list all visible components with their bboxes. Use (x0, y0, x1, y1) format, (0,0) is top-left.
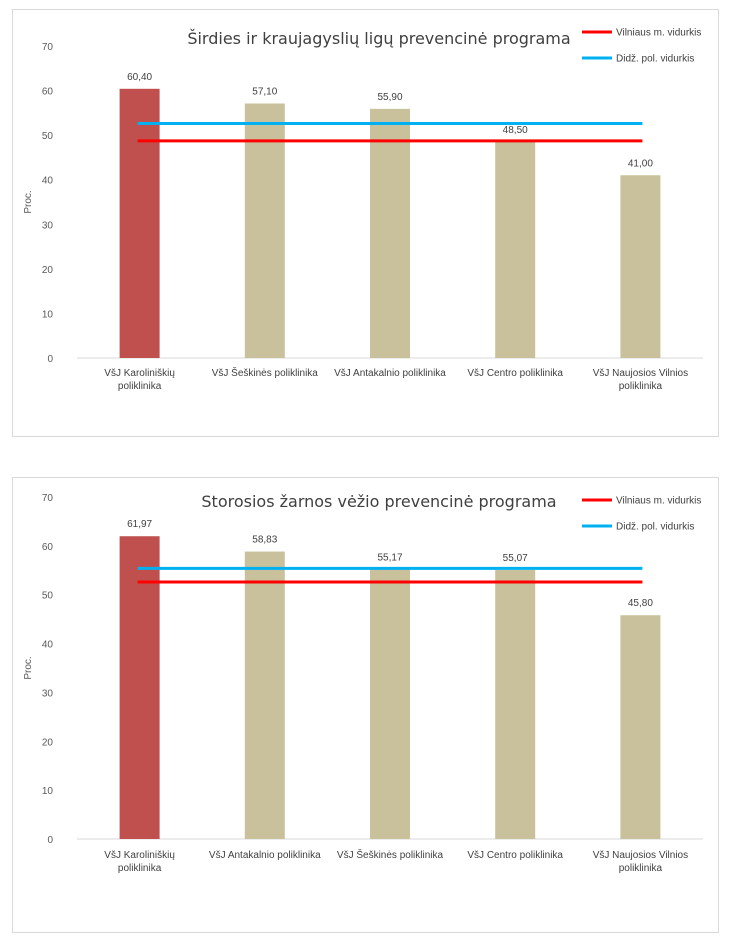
category-label: poliklinika (619, 863, 663, 874)
bar (244, 551, 285, 839)
category-label: VšJ Naujosios Vilnios (593, 850, 688, 861)
y-tick-label: 70 (42, 493, 54, 504)
y-tick-label: 40 (42, 640, 54, 651)
chart-2-svg: Storosios žarnos vėžio prevencinė progra… (23, 492, 703, 874)
category-label: VšJ Šeškinės poliklinika (337, 848, 444, 861)
data-label: 55,90 (377, 92, 402, 103)
legend-label: Vilniaus m. vidurkis (616, 496, 701, 507)
y-axis-label: Proc. (23, 190, 34, 213)
bar (119, 536, 160, 839)
bar (370, 108, 410, 359)
y-tick-label: 30 (42, 220, 54, 231)
category-label: poliklinika (619, 381, 663, 392)
category-label: poliklinika (118, 863, 162, 874)
y-tick-label: 0 (47, 835, 53, 846)
y-tick-label: 20 (42, 265, 54, 276)
data-label: 55,07 (503, 553, 528, 564)
category-label: VšJ Antakalnio poliklinika (334, 368, 446, 379)
category-label: VšJ Centro poliklinika (467, 850, 563, 861)
y-tick-label: 30 (42, 688, 54, 699)
legend-label: Didž. pol. vidurkis (616, 54, 694, 65)
chart-1-svg: Širdies ir kraujagyslių ligų prevencinė … (23, 28, 703, 392)
category-label: VšJ Karoliniškių (104, 368, 175, 379)
bar (119, 88, 160, 358)
y-tick-label: 70 (42, 42, 54, 53)
data-label: 58,83 (252, 535, 277, 546)
y-tick-label: 0 (47, 354, 53, 365)
y-tick-label: 50 (42, 131, 54, 142)
y-tick-label: 10 (42, 309, 54, 320)
category-label: VšJ Šeškinės poliklinika (212, 366, 319, 379)
data-label: 61,97 (127, 519, 152, 530)
y-tick-label: 40 (42, 176, 54, 187)
y-axis-label: Proc. (23, 656, 34, 679)
category-label: VšJ Naujosios Vilnios (593, 368, 688, 379)
data-label: 55,17 (377, 552, 402, 563)
y-tick-label: 50 (42, 591, 54, 602)
bar (495, 569, 536, 839)
y-tick-label: 20 (42, 737, 54, 748)
y-tick-label: 10 (42, 786, 54, 797)
bar (495, 141, 536, 358)
bar (244, 103, 285, 358)
bar (370, 569, 410, 839)
data-label: 48,50 (503, 125, 528, 136)
y-tick-label: 60 (42, 542, 54, 553)
legend-label: Vilniaus m. vidurkis (616, 28, 701, 39)
category-label: VšJ Centro poliklinika (467, 368, 563, 379)
category-label: poliklinika (118, 381, 162, 392)
chart-panel-1: Širdies ir kraujagyslių ligų prevencinė … (12, 9, 719, 437)
bar (620, 175, 661, 358)
chart-panel-2: Storosios žarnos vėžio prevencinė progra… (12, 477, 719, 933)
legend-label: Didž. pol. vidurkis (616, 522, 694, 533)
chart-title: Širdies ir kraujagyslių ligų prevencinė … (187, 29, 570, 48)
bar (620, 615, 661, 839)
data-label: 57,10 (252, 86, 277, 97)
category-label: VšJ Antakalnio poliklinika (209, 850, 321, 861)
data-label: 41,00 (628, 158, 653, 169)
category-label: VšJ Karoliniškių (104, 850, 175, 861)
chart-title: Storosios žarnos vėžio prevencinė progra… (201, 492, 556, 511)
y-tick-label: 60 (42, 87, 54, 98)
data-label: 60,40 (127, 72, 152, 83)
data-label: 45,80 (628, 598, 653, 609)
